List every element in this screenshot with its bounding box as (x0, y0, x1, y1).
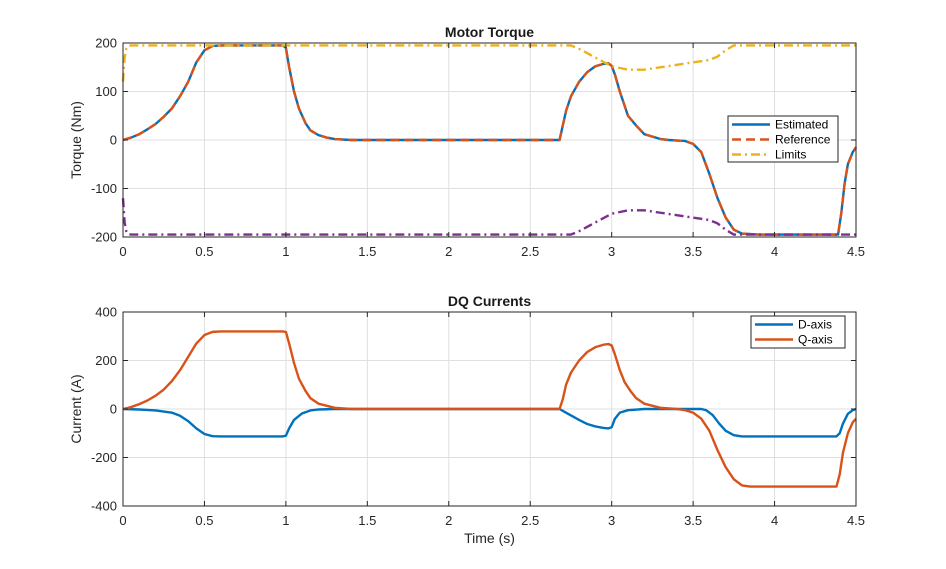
currents-y-tick-label-4: 400 (95, 305, 117, 320)
currents-x-tick-label-7: 3.5 (684, 513, 702, 528)
torque-x-tick-label-8: 4 (771, 244, 778, 259)
torque-y-tick-label-4: 200 (95, 36, 117, 51)
torque-legend-label-estimated: Estimated (775, 118, 828, 132)
torque-legend-label-limits: Limits (775, 148, 806, 162)
currents-y-tick-label-3: 200 (95, 353, 117, 368)
torque-series (121, 44, 857, 236)
currents-x-tick-label-5: 2.5 (521, 513, 539, 528)
currents-legend-label-q-axis: Q-axis (798, 333, 833, 347)
currents-x-tick-label-6: 3 (608, 513, 615, 528)
currents-x-tick-label-1: 0.5 (195, 513, 213, 528)
currents-series-q-axis-line (122, 330, 857, 488)
currents-x-tick-label-8: 4 (771, 513, 778, 528)
currents-series-d-axis-line (122, 407, 857, 438)
torque-legend-label-reference: Reference (775, 133, 831, 147)
currents-ticks: 0 0.5 1 1.5 2 2.5 3 3.5 4 4.5 -400 -200 0 200 400 (91, 305, 865, 529)
currents-x-tick-label-9: 4.5 (847, 513, 865, 528)
currents-legend-label-d-axis: D-axis (798, 318, 832, 332)
currents-y-tick-label-0: -400 (91, 499, 117, 514)
currents-legend-box (750, 315, 846, 349)
currents-x-tick-label-2: 1 (282, 513, 289, 528)
torque-chart-title: Motor Torque (445, 24, 534, 40)
torque-y-tick-label-3: 100 (95, 84, 117, 99)
torque-y-tick-label-2: 0 (110, 133, 117, 148)
torque-x-tick-label-3: 1.5 (358, 244, 376, 259)
currents-x-axis-label: Time (s) (464, 530, 515, 546)
currents-x-tick-label-3: 1.5 (358, 513, 376, 528)
currents-series (122, 330, 857, 488)
torque-x-tick-label-4: 2 (445, 244, 452, 259)
currents-chart-title: DQ Currents (448, 293, 531, 309)
currents-x-tick-label-4: 2 (445, 513, 452, 528)
torque-x-tick-label-7: 3.5 (684, 244, 702, 259)
torque-x-tick-label-9: 4.5 (847, 244, 865, 259)
currents-y-tick-label-1: -200 (91, 450, 117, 465)
currents-y-tick-label-2: 0 (110, 402, 117, 417)
torque-x-tick-label-2: 1 (282, 244, 289, 259)
torque-y-tick-label-1: -100 (91, 181, 117, 196)
torque-y-tick-label-0: -200 (91, 230, 117, 245)
torque-ticks: 0 0.5 1 1.5 2 2.5 3 3.5 4 4.5 -200 -100 0 100 200 (91, 36, 865, 260)
torque-x-tick-label-5: 2.5 (521, 244, 539, 259)
torque-series-reference-line (122, 44, 857, 236)
torque-x-tick-label-1: 0.5 (195, 244, 213, 259)
torque-y-axis-label: Torque (Nm) (68, 101, 84, 179)
torque-axes: 0 0.5 1 1.5 2 2.5 3 3.5 4 4.5 -200 -100 0 100 200 Moto… (68, 24, 865, 259)
currents-axes: 0 0.5 1 1.5 2 2.5 3 3.5 4 4.5 -400 -200 0 200 400 DQ C… (68, 293, 865, 546)
torque-x-tick-label-6: 3 (608, 244, 615, 259)
torque-series-limits-line (121, 44, 856, 82)
currents-y-axis-label: Current (A) (68, 374, 84, 443)
torque-x-tick-label-0: 0 (119, 244, 126, 259)
currents-x-tick-label-0: 0 (119, 513, 126, 528)
torque-series-line-3-line (121, 198, 856, 236)
